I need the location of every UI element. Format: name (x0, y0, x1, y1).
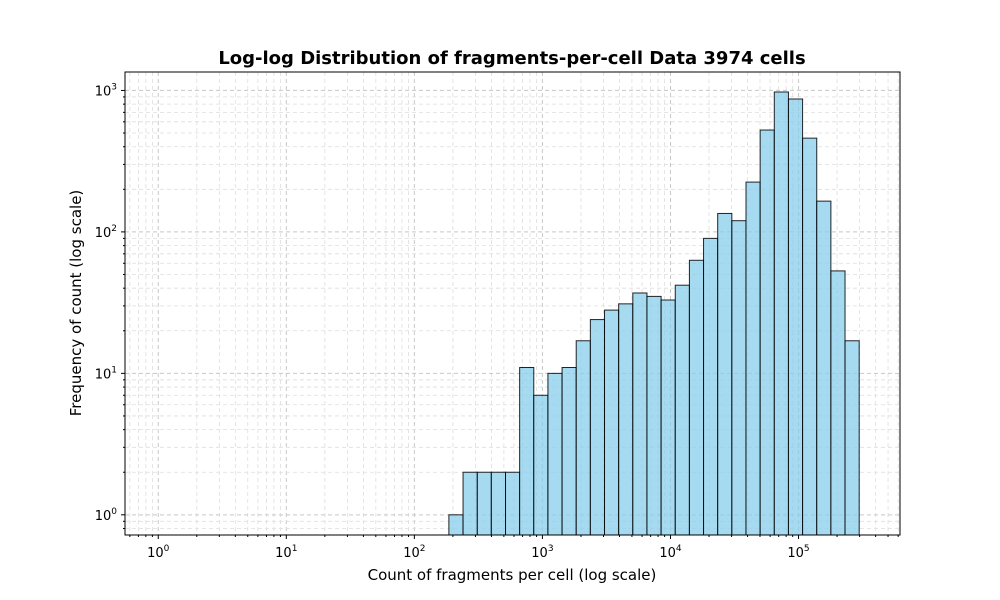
histogram-bar (787, 98, 804, 536)
histogram-bar (759, 129, 775, 536)
x-tick-label: 103 (531, 544, 553, 561)
plot-frame (124, 71, 901, 536)
histogram-bar (717, 212, 733, 536)
histogram-bar (844, 340, 860, 536)
y-tick-label: 102 (95, 224, 117, 241)
histogram-bar (646, 295, 662, 536)
histogram-bar (519, 367, 535, 536)
x-axis-label: Count of fragments per cell (log scale) (368, 566, 657, 584)
x-tick-label: 105 (787, 544, 809, 561)
histogram-bar (688, 259, 705, 536)
histogram-bars (448, 91, 860, 536)
histogram-bar (802, 137, 818, 536)
histogram-bar (816, 200, 832, 536)
histogram-bar (490, 471, 507, 536)
y-axis-label: Frequency of count (log scale) (67, 190, 85, 417)
histogram-bar (731, 220, 747, 536)
histogram-bar (505, 471, 521, 536)
y-tick-label: 103 (95, 82, 117, 99)
histogram-bar (660, 299, 676, 536)
histogram-bar (674, 284, 690, 536)
y-tick-label: 101 (95, 365, 117, 382)
histogram-bar (632, 292, 648, 536)
histogram-bar (575, 340, 591, 536)
x-tick-label: 100 (147, 544, 170, 561)
x-tick-label: 102 (403, 544, 425, 561)
histogram-bar (604, 309, 620, 536)
histogram-bar (462, 471, 478, 536)
histogram-bar (703, 237, 719, 536)
histogram-bar (589, 319, 606, 536)
histogram-bar (476, 471, 492, 536)
histogram-bar (618, 303, 634, 536)
histogram-bar (773, 91, 789, 536)
axis-ticks: 100 101 102 103 104 105 100 101 102 103 (95, 82, 899, 561)
histogram-bar (533, 394, 549, 536)
histogram-bar (448, 514, 464, 536)
x-tick-label: 101 (275, 544, 297, 561)
y-tick-label: 100 (95, 507, 118, 524)
histogram-bar (830, 270, 846, 536)
chart-title: Log-log Distribution of fragments-per-ce… (218, 48, 805, 69)
histogram-bar (745, 181, 761, 536)
histogram-bar (561, 367, 577, 536)
histogram-bar (547, 372, 563, 536)
x-tick-label: 104 (659, 544, 682, 561)
